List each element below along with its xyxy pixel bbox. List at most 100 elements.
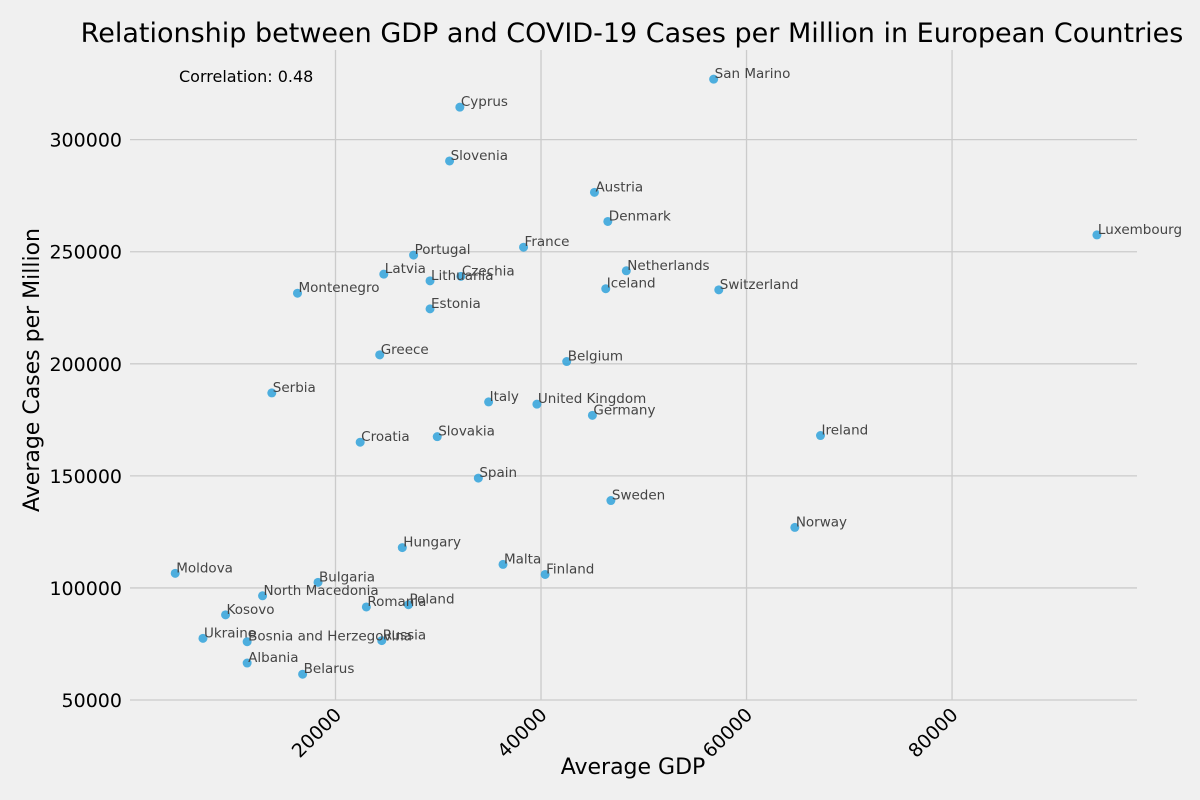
y-tick-label: 100000 (49, 578, 122, 600)
x-tick-label: 60000 (699, 704, 757, 762)
point-label: San Marino (715, 66, 791, 82)
point-label: United Kingdom (538, 391, 646, 407)
data-point (409, 250, 419, 260)
y-tick-label: 300000 (49, 130, 122, 152)
point-label: Switzerland (720, 277, 799, 293)
data-point (484, 397, 494, 407)
data-point (375, 350, 385, 360)
point-label: Denmark (609, 208, 671, 224)
point-label: Moldova (176, 560, 233, 576)
point-label: Czechia (462, 263, 515, 279)
point-label: Belarus (304, 661, 355, 677)
point-label: Cyprus (461, 94, 508, 110)
point-label: Albania (248, 650, 298, 666)
data-point (445, 156, 455, 166)
data-point (587, 410, 597, 420)
point-label: Bulgaria (319, 569, 375, 585)
data-point (292, 288, 302, 298)
point-label: Austria (595, 179, 643, 195)
data-point (397, 543, 407, 553)
point-labels: San Marino Cyprus Slovenia Austria Denmark Lu… (176, 66, 1182, 677)
point-label: Slovakia (438, 424, 495, 440)
point-label: Bosnia and Herzegovina (248, 629, 412, 645)
point-label: Poland (409, 592, 454, 608)
point-label: North Macedonia (264, 583, 379, 599)
data-point (432, 432, 442, 442)
point-label: Greece (381, 342, 429, 358)
data-point (298, 669, 308, 679)
x-tick-label: 40000 (493, 704, 551, 762)
data-point (714, 285, 724, 295)
data-point (258, 591, 268, 601)
point-label: Netherlands (627, 258, 709, 274)
data-point (170, 568, 180, 578)
point-label: Estonia (431, 296, 481, 312)
data-point (1092, 230, 1102, 240)
data-point (355, 437, 365, 447)
point-label: Malta (504, 551, 541, 567)
data-point (816, 431, 826, 441)
data-point (498, 559, 508, 569)
data-points (170, 74, 1102, 679)
x-tick-label: 20000 (288, 704, 346, 762)
data-point (221, 610, 231, 620)
point-label: Portugal (415, 242, 471, 258)
point-label: Finland (546, 561, 594, 577)
data-point (562, 357, 572, 367)
data-point (603, 216, 613, 226)
point-label: Russia (383, 628, 426, 644)
data-point (621, 266, 631, 276)
point-label: Ukraine (204, 625, 256, 641)
point-label: Belgium (568, 349, 623, 365)
y-tick-label: 50000 (62, 690, 122, 712)
data-point (242, 637, 252, 647)
point-label: Latvia (385, 261, 426, 277)
data-point (540, 569, 550, 579)
point-label: Kosovo (227, 602, 275, 618)
x-axis-label: Average GDP (561, 755, 706, 780)
point-label: Slovenia (451, 148, 508, 164)
point-label: Iceland (607, 276, 656, 292)
data-point (425, 276, 435, 286)
point-label: Sweden (612, 488, 665, 504)
point-label: Croatia (361, 429, 410, 445)
data-point (403, 600, 413, 610)
y-tick-labels: 50000 100000 150000 200000 250000 300000 (49, 130, 122, 712)
grid-lines (130, 50, 1137, 701)
point-label: Hungary (403, 535, 461, 551)
correlation-annotation: Correlation: 0.48 (179, 67, 313, 86)
data-point (361, 602, 371, 612)
data-point (379, 269, 389, 279)
data-point (377, 636, 387, 646)
data-point (601, 284, 611, 294)
point-label: Romania (367, 594, 426, 610)
data-point (313, 577, 323, 587)
data-point (709, 74, 719, 84)
point-label: Italy (490, 389, 519, 405)
data-point (473, 473, 483, 483)
point-label: Luxembourg (1098, 222, 1182, 238)
point-label: Germany (593, 402, 655, 418)
x-tick-label: 80000 (904, 704, 962, 762)
chart-title: Relationship between GDP and COVID-19 Ca… (81, 18, 1184, 49)
data-point (606, 496, 616, 506)
data-point (425, 304, 435, 314)
point-label: Norway (796, 514, 847, 530)
data-point (532, 399, 542, 409)
point-label: Serbia (273, 380, 316, 396)
data-point (519, 242, 529, 252)
data-point (589, 187, 599, 197)
y-tick-label: 150000 (49, 466, 122, 488)
point-label: Lithuania (431, 268, 494, 284)
data-point (455, 102, 465, 112)
point-label: Ireland (822, 423, 869, 439)
data-point (242, 658, 252, 668)
point-label: Montenegro (298, 280, 379, 296)
y-tick-label: 250000 (49, 242, 122, 264)
y-tick-label: 200000 (49, 354, 122, 376)
y-axis-label: Average Cases per Million (20, 228, 45, 512)
data-point (267, 388, 277, 398)
x-tick-labels: 20000 40000 60000 80000 (288, 704, 963, 762)
data-point (198, 633, 208, 643)
